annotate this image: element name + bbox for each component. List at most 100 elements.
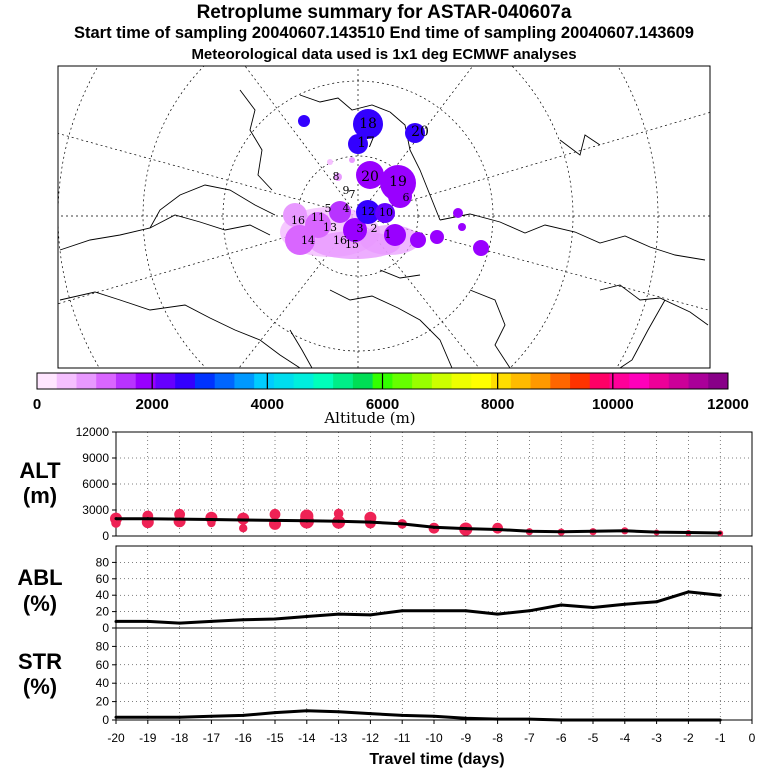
series-point bbox=[337, 612, 341, 616]
x-tick-label: -17 bbox=[203, 731, 221, 745]
colorbar-cell bbox=[56, 373, 77, 389]
series-point bbox=[114, 619, 118, 623]
cluster-label: 10 bbox=[379, 206, 393, 219]
series-point bbox=[368, 520, 372, 524]
colorbar-cells bbox=[37, 373, 729, 389]
series-point bbox=[591, 606, 595, 609]
x-axis-label: Travel time (days) bbox=[369, 751, 504, 768]
colorbar-cell bbox=[451, 373, 472, 389]
series-point bbox=[464, 716, 468, 720]
colorbar-cell bbox=[115, 373, 137, 389]
plume-cluster-circle bbox=[380, 165, 416, 201]
panel-unit: (%) bbox=[23, 674, 57, 699]
series-point bbox=[432, 525, 436, 529]
colorbar-tick-label: 12000 bbox=[707, 396, 749, 413]
series-point bbox=[527, 609, 531, 613]
x-tick-label: 0 bbox=[749, 731, 756, 745]
series-point bbox=[655, 530, 659, 534]
panel-unit: (m) bbox=[23, 483, 57, 508]
y-tick-label: 60 bbox=[96, 572, 110, 586]
x-tick-label: -19 bbox=[139, 731, 157, 745]
colorbar-cell bbox=[471, 373, 492, 389]
plume-cluster-circle bbox=[375, 203, 395, 223]
cluster-label: 20 bbox=[411, 124, 429, 140]
colorbar-cell bbox=[609, 373, 630, 389]
x-tick-label: -10 bbox=[425, 731, 443, 745]
x-tick-label: -12 bbox=[362, 731, 380, 745]
series-point bbox=[209, 619, 213, 623]
cluster-label: 19 bbox=[389, 174, 407, 190]
series-point bbox=[273, 711, 277, 715]
colorbar-cell bbox=[293, 373, 314, 389]
y-tick-label: 20 bbox=[96, 605, 110, 619]
plume-cluster-circle bbox=[430, 230, 444, 244]
panel-alt: 12000 9000 6000 3000 0 ALT(m) bbox=[19, 425, 753, 543]
plume-cluster-circle bbox=[384, 224, 406, 246]
series-point bbox=[527, 529, 531, 533]
colorbar-cell bbox=[431, 373, 453, 389]
colorbar-cell bbox=[688, 373, 709, 389]
series-point bbox=[718, 531, 722, 535]
colorbar-cell bbox=[491, 373, 512, 389]
meridians bbox=[58, 66, 710, 368]
colorbar-cell bbox=[550, 373, 571, 389]
colorbar-cell bbox=[510, 373, 532, 389]
plume-cluster-circle bbox=[405, 123, 425, 143]
cluster-label: 16 bbox=[291, 214, 305, 227]
x-tick-label: -1 bbox=[715, 731, 726, 745]
series-point bbox=[178, 715, 182, 719]
plume-cluster-circle bbox=[453, 208, 463, 218]
cluster-label: 8 bbox=[333, 170, 340, 183]
cluster-label: 17 bbox=[357, 135, 375, 151]
colorbar-cell bbox=[589, 373, 611, 389]
cluster-label: 1 bbox=[385, 228, 392, 241]
series-point bbox=[400, 713, 404, 717]
series-point bbox=[241, 618, 245, 622]
panel-title: ALT bbox=[19, 458, 61, 483]
series-point bbox=[368, 712, 372, 716]
cluster-label: 13 bbox=[323, 221, 337, 234]
y-tick-label: 12000 bbox=[76, 425, 110, 439]
colorbar-cell bbox=[352, 373, 374, 389]
plume-cluster-circle bbox=[356, 200, 380, 224]
series-point bbox=[718, 593, 722, 597]
plume-cluster-circle bbox=[298, 115, 310, 127]
cluster-label: 7 bbox=[349, 188, 356, 201]
cluster-label: 5 bbox=[325, 202, 332, 215]
plume-cluster-circle bbox=[353, 109, 383, 139]
series-point bbox=[305, 615, 309, 619]
colorbar-cell bbox=[214, 373, 235, 389]
x-tick-label: -15 bbox=[266, 731, 284, 745]
series-point bbox=[146, 517, 150, 521]
series-point bbox=[241, 713, 245, 717]
plume-cluster-circle bbox=[334, 173, 342, 181]
y-tick-label: 40 bbox=[96, 588, 110, 602]
series-point bbox=[400, 609, 404, 613]
altitude-marker bbox=[111, 518, 121, 528]
colorbar-cell bbox=[254, 373, 275, 389]
panel-frame bbox=[115, 627, 753, 721]
panel-title: ABL bbox=[17, 565, 62, 590]
colorbar-cell bbox=[135, 373, 156, 389]
series-point bbox=[114, 715, 118, 719]
colorbar-cell bbox=[649, 373, 670, 389]
series-point bbox=[146, 619, 150, 623]
series-point bbox=[655, 600, 659, 604]
panel-abl: 80 60 40 20 0 ABL(%) bbox=[17, 545, 753, 635]
series-point bbox=[496, 717, 500, 721]
altitude-marker bbox=[239, 524, 248, 533]
cluster-label: 15 bbox=[345, 238, 359, 251]
plume-cluster-circle bbox=[329, 201, 351, 223]
y-tick-label: 0 bbox=[102, 621, 109, 635]
coastlines bbox=[59, 89, 709, 368]
cluster-label: 3 bbox=[357, 222, 364, 235]
series-point bbox=[496, 528, 500, 531]
series-point bbox=[178, 517, 182, 521]
plume-cluster-circle bbox=[348, 134, 368, 154]
series-point bbox=[623, 529, 627, 533]
series-line bbox=[116, 517, 721, 535]
panel-unit: (%) bbox=[23, 591, 57, 616]
colorbar-tick-label: 6000 bbox=[366, 396, 399, 413]
